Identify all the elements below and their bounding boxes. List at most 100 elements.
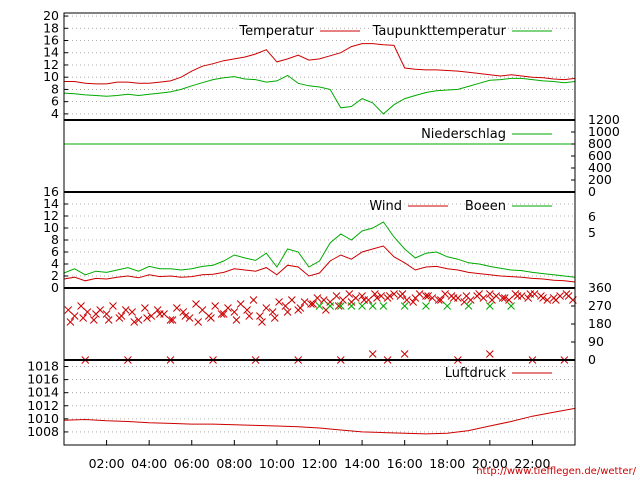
direction-marker bbox=[118, 313, 125, 320]
direction-marker bbox=[327, 303, 334, 310]
direction-marker bbox=[314, 295, 321, 302]
direction-marker bbox=[422, 303, 429, 310]
direction-marker bbox=[271, 315, 278, 322]
direction-marker bbox=[244, 307, 251, 314]
direction-marker bbox=[488, 297, 495, 304]
direction-marker bbox=[246, 313, 253, 320]
direction-marker bbox=[263, 305, 270, 312]
direction-marker bbox=[259, 319, 266, 326]
direction-marker bbox=[129, 309, 136, 316]
direction-marker bbox=[401, 303, 408, 310]
legend-boeen-label: Boeen bbox=[465, 199, 506, 214]
y-tick-label: 1018 bbox=[27, 359, 59, 374]
direction-marker bbox=[141, 305, 148, 312]
direction-marker bbox=[359, 303, 366, 310]
y-tick-label: 20 bbox=[43, 8, 59, 23]
y-tick-label: 180 bbox=[588, 316, 612, 331]
direction-marker bbox=[316, 303, 323, 310]
direction-marker bbox=[103, 311, 110, 318]
direction-marker bbox=[463, 293, 470, 300]
direction-marker bbox=[231, 309, 238, 316]
direction-marker bbox=[348, 299, 355, 306]
direction-marker bbox=[282, 303, 289, 310]
direction-marker bbox=[565, 293, 572, 300]
direction-marker bbox=[348, 303, 355, 310]
direction-marker bbox=[237, 301, 244, 308]
direction-marker bbox=[284, 309, 291, 316]
credit-link[interactable]: http://www.tiefflegen.de/wetter/ bbox=[476, 466, 636, 477]
direction-marker bbox=[212, 303, 219, 310]
direction-marker bbox=[486, 291, 493, 298]
y-tick-label: 1008 bbox=[27, 424, 59, 439]
x-tick-label: 12:00 bbox=[301, 456, 337, 471]
direction-marker bbox=[224, 305, 231, 312]
direction-marker bbox=[65, 307, 72, 314]
direction-marker bbox=[67, 319, 74, 326]
y-tick-label: 1010 bbox=[27, 411, 59, 426]
series-line-boeen bbox=[64, 222, 575, 277]
series-line-temperatur bbox=[64, 44, 575, 84]
direction-marker bbox=[486, 351, 493, 358]
y-tick-label: 360 bbox=[588, 280, 612, 295]
y-tick-label: 16 bbox=[43, 184, 59, 199]
direction-marker bbox=[333, 293, 340, 300]
x-tick-label: 16:00 bbox=[387, 456, 423, 471]
direction-marker bbox=[339, 297, 346, 304]
direction-marker bbox=[297, 305, 304, 312]
direction-marker bbox=[80, 315, 87, 322]
direction-marker bbox=[105, 317, 112, 324]
direction-marker bbox=[552, 297, 559, 304]
direction-marker bbox=[199, 307, 206, 314]
y-tick-label: 270 bbox=[588, 298, 612, 313]
direction-marker bbox=[327, 299, 334, 306]
direction-marker bbox=[173, 305, 180, 312]
y-tick-label: 1012 bbox=[27, 398, 59, 413]
direction-marker bbox=[401, 351, 408, 358]
y-tick-label: 1016 bbox=[27, 372, 59, 387]
x-tick-label: 06:00 bbox=[174, 456, 210, 471]
direction-marker bbox=[193, 301, 200, 308]
direction-marker bbox=[476, 291, 483, 298]
y-tick-label: 90 bbox=[588, 334, 604, 349]
direction-marker bbox=[92, 311, 99, 318]
direction-marker bbox=[233, 317, 240, 324]
direction-marker bbox=[207, 315, 214, 322]
direction-marker bbox=[78, 303, 85, 310]
direction-marker bbox=[250, 297, 257, 304]
direction-marker bbox=[122, 307, 129, 314]
beaufort-label: 6 bbox=[588, 209, 596, 224]
series-line-taupunkttemperatur bbox=[64, 75, 575, 114]
direction-marker bbox=[369, 303, 376, 310]
y-tick-label: 1014 bbox=[27, 385, 59, 400]
direction-marker bbox=[276, 299, 283, 306]
beaufort-label: 5 bbox=[588, 225, 596, 240]
direction-marker bbox=[84, 309, 91, 316]
direction-marker bbox=[486, 303, 493, 310]
x-tick-label: 14:00 bbox=[344, 456, 380, 471]
direction-marker bbox=[514, 293, 521, 300]
direction-marker bbox=[380, 303, 387, 310]
direction-marker bbox=[346, 291, 353, 298]
legend-luftdruck-label: Luftdruck bbox=[445, 366, 507, 381]
direction-marker bbox=[403, 297, 410, 304]
direction-marker bbox=[442, 291, 449, 298]
direction-marker bbox=[369, 351, 376, 358]
direction-marker bbox=[444, 303, 451, 310]
direction-marker bbox=[450, 295, 457, 302]
legend-niederschlag-label: Niederschlag bbox=[421, 127, 506, 142]
x-tick-label: 08:00 bbox=[216, 456, 252, 471]
direction-marker bbox=[256, 313, 263, 320]
direction-marker bbox=[288, 297, 295, 304]
legend-temperatur-label: Temperatur bbox=[238, 24, 314, 39]
direction-marker bbox=[301, 299, 308, 306]
direction-marker bbox=[90, 317, 97, 324]
direction-marker bbox=[465, 303, 472, 310]
direction-marker bbox=[320, 297, 327, 304]
legend-wind-label: Wind bbox=[369, 199, 402, 214]
direction-marker bbox=[508, 303, 515, 310]
series-line-luftdruck bbox=[64, 408, 575, 434]
legend-taupunkt-label: Taupunkttemperatur bbox=[372, 24, 507, 39]
y-tick-label: 1200 bbox=[588, 112, 620, 127]
